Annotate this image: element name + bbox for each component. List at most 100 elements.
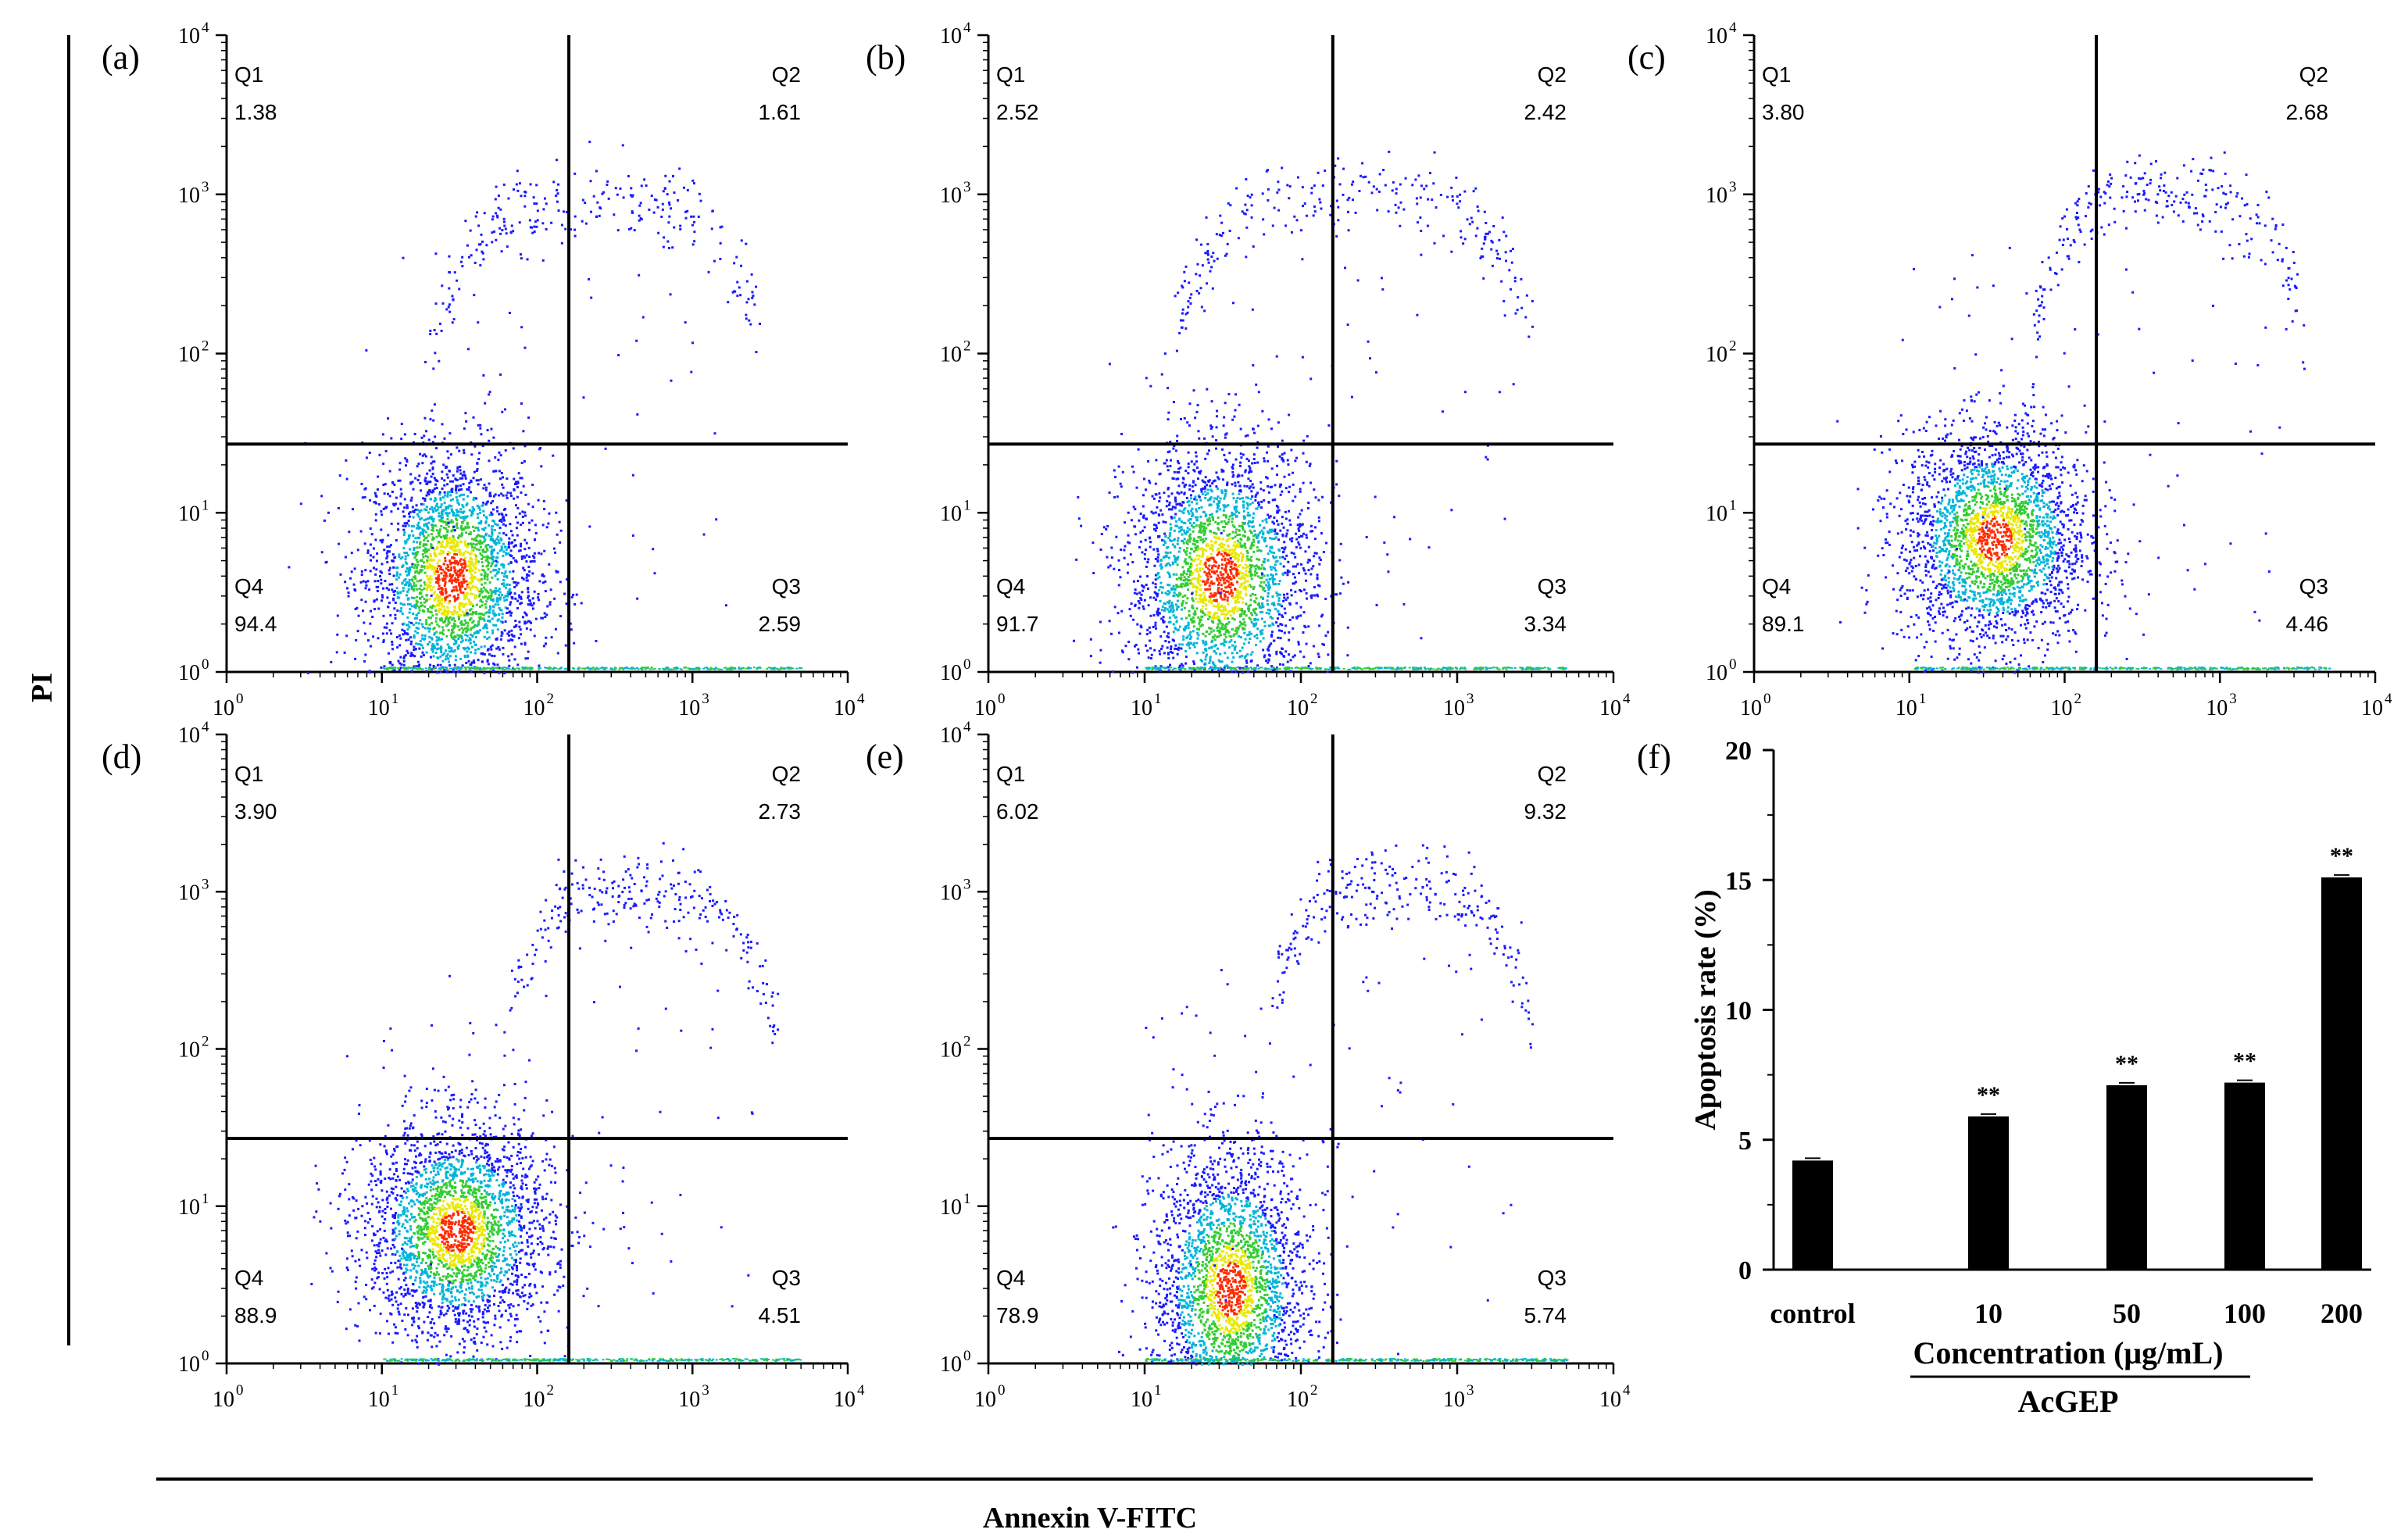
- event-dot: [1155, 459, 1158, 462]
- event-dot: [503, 519, 506, 522]
- event-dot: [491, 617, 494, 620]
- event-dot: [1233, 633, 1236, 636]
- event-dot: [1202, 548, 1206, 551]
- event-dot: [631, 210, 634, 213]
- event-dot: [1213, 535, 1216, 538]
- event-dot: [545, 202, 548, 205]
- event-dot: [446, 491, 449, 494]
- event-dot: [491, 231, 494, 234]
- event-dot: [484, 581, 487, 584]
- event-dot: [484, 595, 487, 598]
- event-dot: [443, 437, 446, 440]
- event-dot: [663, 187, 666, 190]
- event-dot: [448, 594, 452, 597]
- event-dot: [1244, 577, 1247, 580]
- event-dot: [445, 610, 448, 613]
- event-dot: [1220, 448, 1224, 451]
- event-dot: [1170, 587, 1173, 590]
- event-dot: [396, 609, 399, 613]
- event-dot: [526, 573, 529, 576]
- event-dot: [436, 509, 439, 512]
- event-dot: [416, 509, 420, 512]
- event-dot: [437, 636, 440, 639]
- event-dot: [499, 454, 502, 457]
- event-dot: [553, 597, 556, 600]
- event-dot: [1158, 576, 1161, 579]
- event-dot: [443, 613, 446, 616]
- event-dot: [528, 556, 531, 559]
- event-dot: [431, 523, 434, 527]
- event-dot: [622, 668, 625, 670]
- event-dot: [424, 547, 427, 550]
- event-dot: [501, 410, 504, 413]
- event-dot: [1252, 623, 1256, 626]
- event-dot: [436, 579, 439, 582]
- event-dot: [1217, 574, 1220, 577]
- event-dot: [1248, 525, 1251, 528]
- event-dot: [445, 567, 448, 570]
- y-tick-label: 10: [940, 343, 962, 367]
- event-dot: [630, 187, 633, 190]
- event-dot: [409, 583, 412, 586]
- event-dot: [1184, 662, 1188, 665]
- event-dot: [491, 499, 495, 502]
- event-dot: [1293, 576, 1296, 579]
- event-dot: [1298, 535, 1301, 538]
- event-dot: [420, 655, 423, 658]
- event-dot: [423, 519, 426, 522]
- event-dot: [1211, 669, 1214, 672]
- event-dot: [391, 588, 394, 591]
- event-dot: [690, 370, 693, 373]
- event-dot: [510, 652, 513, 656]
- event-dot: [454, 562, 457, 565]
- event-dot: [1203, 570, 1206, 573]
- event-dot: [409, 481, 413, 484]
- event-dot: [516, 481, 520, 484]
- event-dot: [614, 667, 617, 670]
- event-dot: [488, 653, 491, 656]
- event-dot: [491, 666, 494, 669]
- event-dot: [1172, 595, 1175, 598]
- event-dot: [1193, 543, 1196, 546]
- event-dot: [460, 602, 463, 605]
- event-dot: [455, 517, 458, 520]
- event-dot: [462, 483, 465, 486]
- y-tick-label: 10: [178, 661, 200, 685]
- event-dot: [502, 550, 506, 553]
- event-dot: [641, 316, 645, 319]
- event-dot: [664, 667, 667, 670]
- event-dot: [1242, 587, 1245, 590]
- event-dot: [445, 523, 448, 527]
- event-dot: [1163, 606, 1167, 609]
- event-dot: [423, 434, 426, 438]
- event-dot: [634, 668, 637, 670]
- event-dot: [388, 661, 391, 664]
- event-dot: [1261, 611, 1264, 614]
- event-dot: [1219, 595, 1222, 598]
- event-dot: [406, 632, 409, 635]
- event-dot: [413, 556, 416, 559]
- event-dot: [677, 667, 680, 670]
- event-dot: [505, 513, 508, 516]
- event-dot: [495, 559, 498, 563]
- event-dot: [1202, 597, 1206, 600]
- event-dot: [1169, 551, 1172, 554]
- event-dot: [456, 513, 459, 516]
- event-dot: [502, 516, 505, 519]
- event-dot: [459, 568, 463, 571]
- event-dot: [413, 655, 416, 658]
- event-dot: [533, 202, 536, 205]
- event-dot: [527, 650, 530, 653]
- event-dot: [1252, 453, 1256, 456]
- event-dot: [459, 657, 463, 660]
- event-dot: [431, 529, 434, 532]
- event-dot: [469, 609, 472, 612]
- event-dot: [1242, 597, 1245, 600]
- event-dot: [477, 483, 480, 486]
- event-dot: [1189, 582, 1192, 585]
- event-dot: [531, 559, 534, 563]
- event-dot: [1224, 640, 1227, 643]
- event-dot: [558, 520, 561, 523]
- event-dot: [454, 624, 457, 627]
- event-dot: [459, 621, 462, 624]
